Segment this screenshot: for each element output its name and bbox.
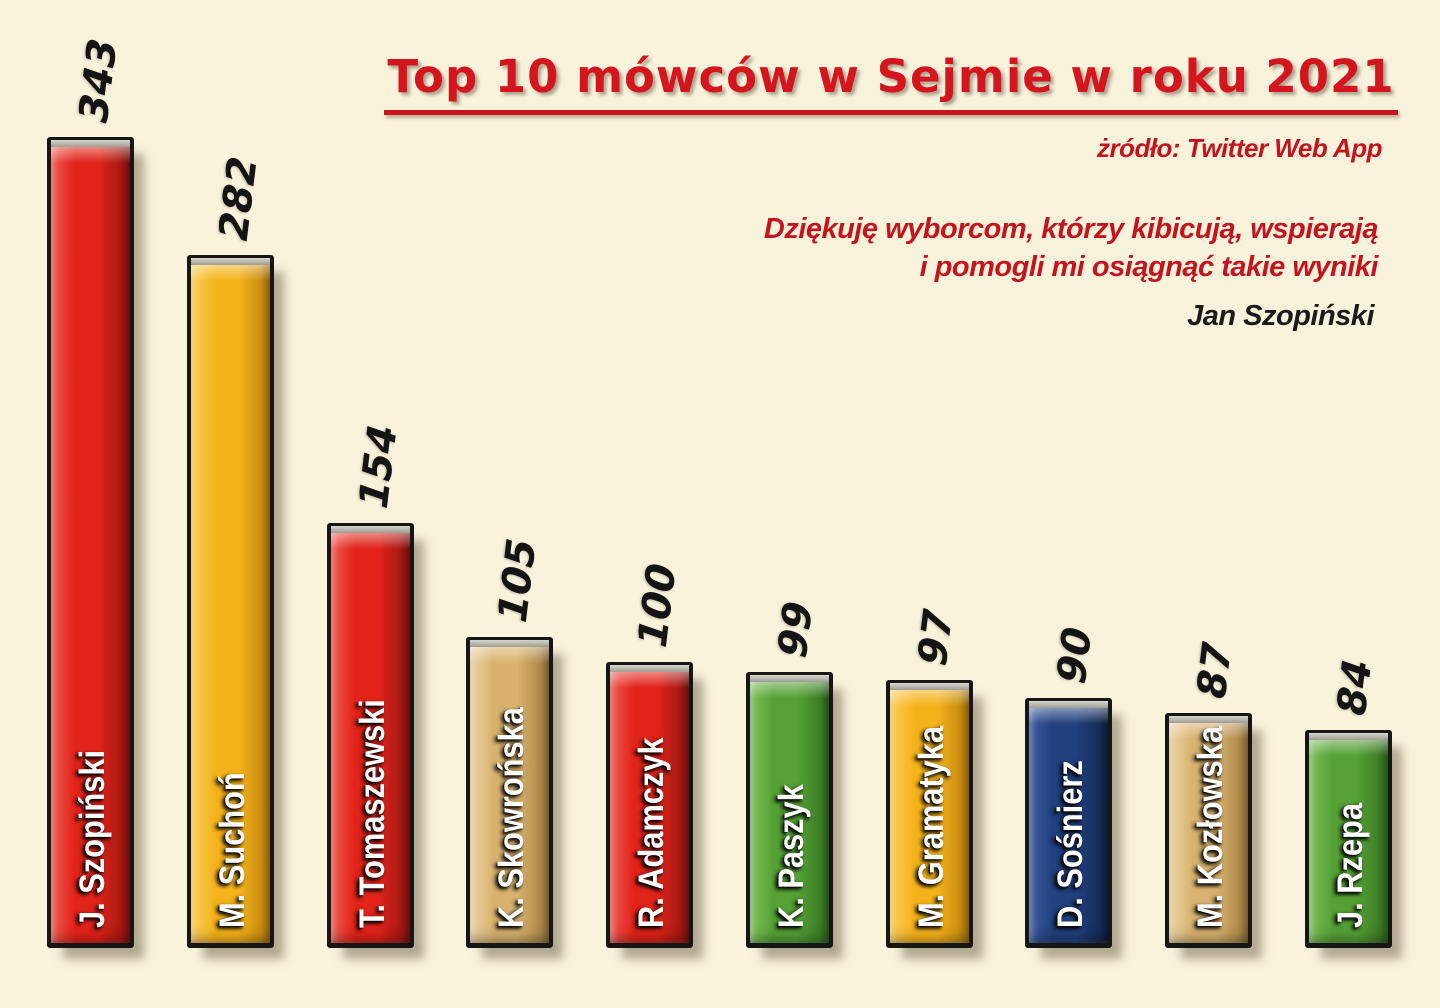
bar-name-label: J. Rzepa [1330, 803, 1370, 928]
bar-4: K. Skowrońska [466, 637, 553, 948]
bar-value-label: 343 [70, 31, 126, 130]
bar-value-label: 87 [1188, 635, 1241, 706]
bar-10: J. Rzepa [1305, 730, 1392, 948]
bar-value-label: 99 [769, 594, 822, 665]
bar-name-label: R. Adamczyk [631, 737, 671, 928]
bar-value-label: 90 [1048, 620, 1101, 691]
bar-name-label: M. Suchoń [212, 772, 252, 928]
quote-line-1: Dziękuję wyborcom, którzy kibicują, wspi… [763, 213, 1379, 245]
bar-value-label: 154 [350, 417, 406, 516]
bar-name-label: T. Tomaszewski [352, 699, 392, 928]
bar-3: T. Tomaszewski [327, 523, 414, 948]
quote-signature: Jan Szopiński [1187, 300, 1374, 332]
quote-line-2: i pomogli mi osiągnąć takie wyniki [919, 251, 1379, 283]
bar-7: M. Gramatyka [886, 680, 973, 948]
source-credit: żródło: Twitter Web App [1096, 133, 1383, 163]
bar-value-label: 100 [629, 556, 685, 655]
bar-name-label: D. Sośnierz [1050, 760, 1090, 928]
title-underline [384, 110, 1398, 115]
bar-value-label: 84 [1328, 652, 1381, 723]
bar-name-label: J. Szopiński [72, 749, 112, 928]
bar-9: M. Kozłowska [1165, 713, 1252, 948]
bar-value-label: 282 [210, 149, 266, 248]
bar-name-label: K. Skowrońska [491, 707, 531, 928]
bar-5: R. Adamczyk [606, 662, 693, 948]
bar-value-label: 105 [489, 531, 545, 630]
bar-name-label: M. Kozłowska [1190, 726, 1230, 928]
chart-title: Top 10 mówców w Sejmie w roku 2021 [387, 50, 1395, 103]
quote-text: Dziękuję wyborcom, którzy kibicują, wspi… [763, 210, 1379, 286]
bar-name-label: K. Paszyk [771, 784, 811, 928]
bar-1: J. Szopiński [47, 137, 134, 948]
bar-value-label: 97 [909, 602, 962, 673]
bar-2: M. Suchoń [187, 255, 274, 948]
bar-6: K. Paszyk [746, 672, 833, 948]
bar-8: D. Sośnierz [1025, 698, 1112, 948]
bar-name-label: M. Gramatyka [911, 725, 951, 928]
